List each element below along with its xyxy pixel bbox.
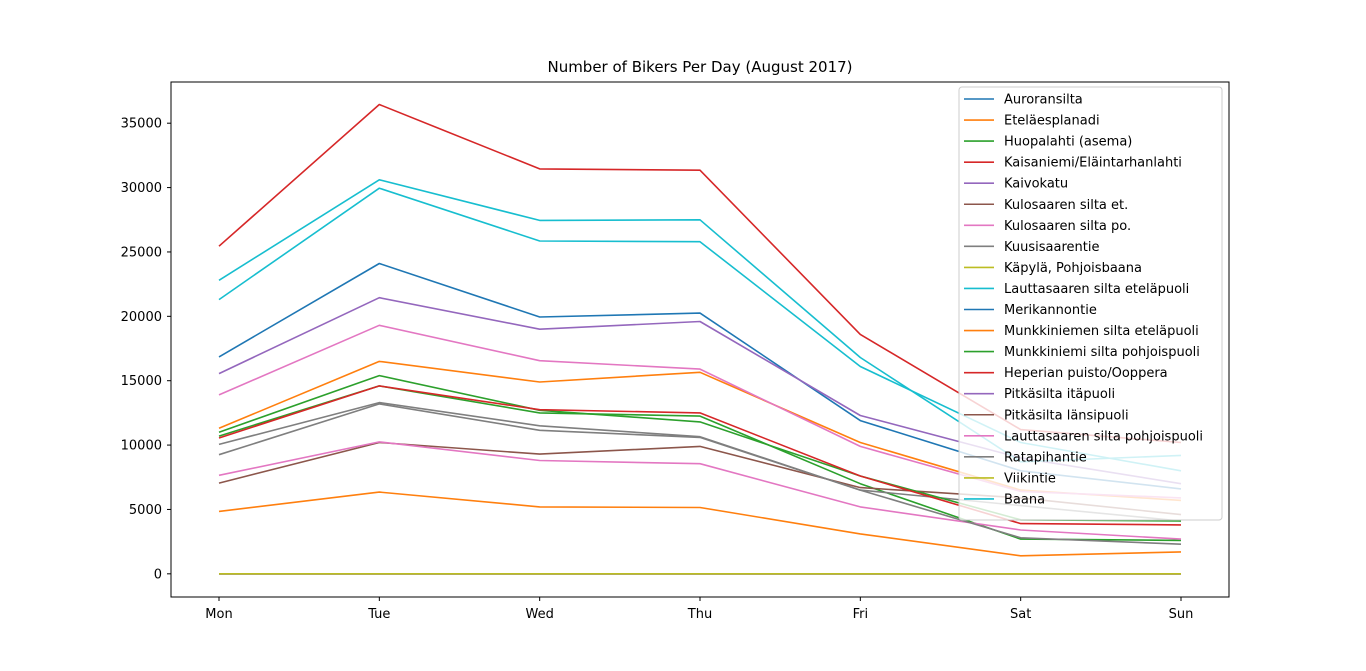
series-line-13	[218, 385, 1182, 526]
legend-entry: Kulosaaren silta po.	[1004, 219, 1131, 234]
legend-entry: Pitkäsilta itäpuoli	[1004, 387, 1115, 402]
y-tick-label: 20000	[121, 310, 162, 325]
series-line-1	[218, 491, 1182, 557]
legend-entry: Ratapihantie	[1004, 450, 1087, 465]
x-tick-label: Tue	[367, 607, 390, 622]
legend-entry: Viikintie	[1004, 471, 1056, 486]
legend-entry: Huopalahti (asema)	[1004, 135, 1132, 150]
legend-entry: Lauttasaaren silta eteläpuoli	[1004, 282, 1189, 297]
series-line-17	[218, 401, 1182, 545]
x-tick-label: Mon	[205, 607, 232, 622]
y-tick-label: 35000	[121, 117, 162, 132]
legend-entry: Munkkiniemen silta eteläpuoli	[1004, 324, 1199, 339]
y-tick-label: 0	[154, 567, 162, 582]
legend-entry: Kaisaniemi/Eläintarhanlahti	[1004, 156, 1182, 171]
legend-entry: Kaivokatu	[1004, 177, 1068, 192]
legend-entry: Auroransilta	[1004, 93, 1083, 108]
legend-entry: Lauttasaaren silta pohjoispuoli	[1004, 429, 1203, 444]
legend-entry: Merikannontie	[1004, 303, 1097, 318]
legend-entry: Baana	[1004, 492, 1045, 507]
legend-entry: Eteläesplanadi	[1004, 114, 1100, 129]
x-tick-label: Sat	[1010, 607, 1031, 622]
y-tick-label: 15000	[121, 374, 162, 389]
legend-box	[958, 86, 1223, 521]
chart-title: Number of Bikers Per Day (August 2017)	[547, 58, 852, 76]
series-line-6	[218, 441, 1182, 540]
legend: Auroransilta Eteläesplanadi Huopalahti (as…	[958, 86, 1223, 521]
legend-entry: Kulosaaren silta et.	[1004, 198, 1128, 213]
y-tick-label: 30000	[121, 181, 162, 196]
x-tick-label: Wed	[525, 607, 553, 622]
axes-layer: Mon Tue Wed Thu Fri Sat Sun 0 5000 10000 15000 2000…	[121, 117, 1194, 622]
legend-entry: Munkkiniemi silta pohjoispuoli	[1004, 345, 1200, 360]
legend-entry: Kuusisaarentie	[1004, 240, 1099, 255]
x-tick-label: Thu	[687, 607, 712, 622]
y-tick-label: 10000	[121, 439, 162, 454]
x-tick-label: Sun	[1169, 607, 1194, 622]
legend-entry: Heperian puisto/Ooppera	[1004, 366, 1168, 381]
y-tick-label: 5000	[129, 503, 162, 518]
x-tick-label: Fri	[853, 607, 869, 622]
legend-entry: Käpylä, Pohjoisbaana	[1004, 261, 1142, 276]
legend-entry: Pitkäsilta länsipuoli	[1004, 408, 1129, 423]
y-tick-label: 25000	[121, 245, 162, 260]
